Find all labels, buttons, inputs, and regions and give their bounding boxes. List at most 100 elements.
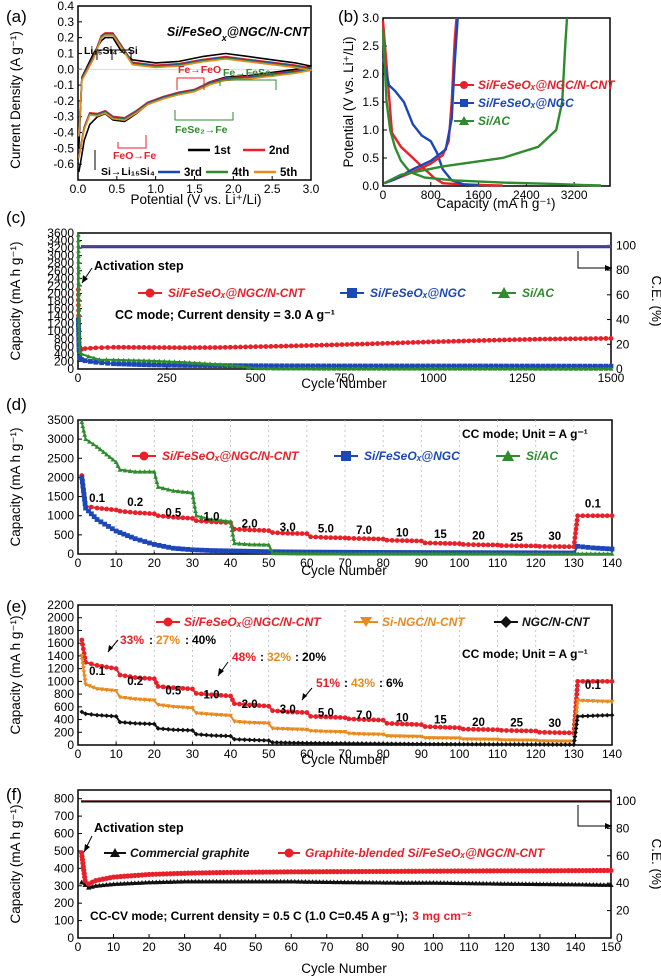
data-point-2 (351, 366, 357, 371)
data-point-1 (363, 363, 368, 369)
data-point-1 (151, 542, 157, 547)
data-point-2 (80, 423, 86, 429)
data-point-1 (595, 545, 601, 551)
data-point-1 (270, 726, 275, 731)
data-point-2 (261, 542, 267, 547)
data-point-1 (91, 514, 97, 520)
data-point-1 (380, 732, 386, 737)
legend-b: Si/FeSeOₓ@NGC/N-CNT Si/FeSeOₓ@NGC Si/AC (454, 78, 616, 128)
data-point-0 (237, 701, 242, 707)
data-point-0 (601, 882, 607, 887)
data-point-0 (337, 715, 343, 720)
x-tick-label: 130 (564, 747, 584, 761)
y-tick-label: 0.0 (362, 179, 379, 193)
y2-axis-label-c: C.E. (%) (649, 275, 661, 326)
data-point-2 (86, 354, 92, 359)
y-tick-label: 2800 (47, 256, 74, 270)
data-point-1 (399, 363, 405, 369)
data-point-1 (537, 739, 542, 744)
data-point-2 (321, 366, 327, 371)
data-point-2 (108, 713, 114, 719)
data-point-2 (76, 301, 82, 306)
y-tick-label: 1400 (47, 649, 74, 663)
data-point-1 (243, 363, 248, 369)
data-point-1 (166, 362, 172, 368)
data-point-2 (423, 741, 428, 747)
data-point-0 (526, 881, 532, 886)
data-point-2 (160, 726, 166, 732)
data-point-0 (583, 881, 589, 887)
data-point-0 (395, 880, 401, 885)
data-point-1 (383, 363, 389, 369)
data-point-2 (217, 362, 223, 367)
y-tick-label: 3000 (47, 249, 74, 263)
data-point-2 (191, 499, 197, 504)
legend-marker-b-0 (460, 81, 468, 89)
data-point-1 (498, 738, 504, 743)
data-point-0 (207, 345, 213, 350)
data-point-1 (524, 363, 530, 369)
data-point-2 (213, 517, 219, 522)
data-point-0 (528, 543, 534, 549)
data-point-2 (261, 737, 267, 743)
data-point-1 (326, 363, 332, 369)
data-point-1 (111, 361, 116, 367)
data-point-2 (510, 551, 516, 556)
data-point-2 (507, 366, 513, 371)
data-point-0 (444, 880, 451, 885)
data-point-2 (341, 366, 347, 371)
data-point-0 (222, 344, 228, 350)
legend-label-1st: 1st (214, 145, 231, 157)
data-point-0 (385, 340, 391, 346)
data-point-2 (312, 551, 318, 556)
y-tick-label: 0.4 (57, 0, 74, 13)
data-point-1 (342, 730, 348, 735)
data-point-2 (177, 359, 182, 364)
annotation-activation-step-f: Activation step (94, 821, 184, 835)
data-point-1 (228, 548, 233, 554)
y-tick-label: 0 (67, 362, 74, 376)
data-point-1 (141, 362, 147, 368)
data-point-1 (490, 737, 496, 742)
data-point-2 (147, 721, 152, 727)
data-point-0 (277, 878, 284, 884)
data-point-1 (170, 545, 176, 551)
y-tick-label: 0.3 (57, 15, 74, 29)
data-point-0 (308, 534, 314, 540)
data-point-0 (409, 880, 415, 885)
data-point-0 (320, 879, 326, 884)
data-point-0 (329, 342, 335, 348)
data-point-0 (182, 345, 188, 351)
data-point-2 (365, 551, 370, 556)
data-point-0 (242, 878, 248, 884)
data-point-2 (79, 419, 85, 424)
data-point-1 (508, 868, 515, 874)
x-tick-label: 100 (449, 556, 469, 570)
data-point-2 (531, 551, 536, 556)
y-tick-label: 200 (54, 725, 74, 739)
data-point-0 (139, 880, 145, 885)
y-tick-label: 1000 (47, 324, 74, 338)
data-point-2 (185, 489, 191, 495)
data-point-0 (573, 526, 579, 532)
data-point-0 (170, 685, 176, 691)
data-point-0 (537, 336, 543, 342)
data-point-0 (267, 878, 273, 884)
data-point-0 (213, 692, 219, 698)
data-point-1 (105, 360, 111, 366)
data-point-2 (193, 731, 199, 737)
data-point-0 (533, 881, 539, 887)
legend-marker-d-2 (502, 450, 514, 461)
data-point-2 (442, 551, 447, 556)
data-point-1 (373, 363, 379, 369)
legend-label-f-0: Commercial graphite (130, 846, 250, 860)
data-point-0 (324, 879, 330, 885)
y-tick-label: 1.0 (362, 123, 379, 137)
data-point-1 (253, 363, 259, 369)
x-tick-label: 40 (224, 747, 238, 761)
data-point-2 (442, 366, 448, 371)
x-tick-label: 0 (75, 940, 82, 954)
data-point-2 (502, 551, 508, 556)
data-point-1 (357, 363, 363, 369)
data-point-0 (533, 728, 539, 734)
